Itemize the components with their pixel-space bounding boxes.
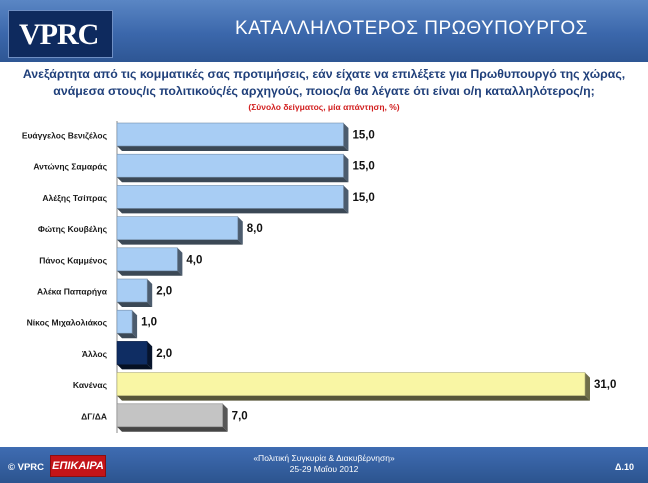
bar bbox=[116, 185, 344, 209]
bar-group: Ευάγγελος Βενιζέλος 15,0 bbox=[22, 122, 375, 151]
bar-side bbox=[343, 154, 349, 183]
bar-group: Αντώνης Σαμαράς 15,0 bbox=[33, 153, 375, 183]
bar-bottom bbox=[117, 302, 153, 307]
category-label: Αντώνης Σαμαράς bbox=[33, 162, 107, 172]
bar-bottom bbox=[117, 146, 349, 151]
footer-bar: © VPRC ΕΠΙΚΑΙΡΑ «Πολιτική Συγκυρία & Δια… bbox=[0, 447, 648, 483]
value-label: 7,0 bbox=[232, 410, 248, 422]
page-number: Δ.10 bbox=[615, 462, 634, 472]
bar-side bbox=[132, 310, 138, 339]
bar-bottom bbox=[117, 333, 138, 339]
category-label: ΔΓ/ΔΑ bbox=[81, 411, 107, 421]
category-label: Άλλος bbox=[82, 349, 108, 359]
question-line-1: Ανεξάρτητα από τις κομματικές σας προτιμ… bbox=[22, 67, 626, 81]
bar bbox=[116, 341, 148, 365]
category-label: Αλέκα Παπαρήγα bbox=[37, 287, 108, 297]
bar-side bbox=[237, 216, 243, 245]
logo-text: VPRC bbox=[19, 18, 99, 51]
value-label: 15,0 bbox=[352, 161, 374, 173]
bar-side bbox=[147, 341, 153, 370]
sample-note: (Σύνολο δείγματος, μία απάντηση, %) bbox=[248, 102, 400, 112]
bar bbox=[116, 216, 239, 240]
category-label: Ευάγγελος Βενιζέλος bbox=[22, 131, 108, 141]
bar-group: Κανένας 31,0 bbox=[73, 372, 616, 401]
bar-bottom bbox=[117, 426, 228, 432]
bar bbox=[116, 403, 223, 428]
survey-title: «Πολιτική Συγκυρία & Διακυβέρνηση» bbox=[253, 453, 395, 463]
bar bbox=[116, 122, 344, 147]
bar bbox=[116, 247, 178, 272]
header-bar: VPRC ΚΑΤΑΛΛΗΛΟΤΕΡΟΣ ΠΡΩΘΥΠΟΥΡΓΟΣ bbox=[0, 0, 648, 62]
copyright-text: © VPRC bbox=[8, 462, 45, 473]
bar bbox=[116, 153, 344, 178]
category-label: Αλέξης Τσίπρας bbox=[42, 193, 107, 203]
value-label: 1,0 bbox=[141, 317, 157, 329]
bar-bottom bbox=[117, 208, 349, 214]
bar bbox=[116, 278, 148, 303]
category-label: Κανένας bbox=[73, 380, 108, 390]
bar bbox=[116, 372, 586, 396]
value-label: 2,0 bbox=[156, 348, 172, 360]
value-label: 15,0 bbox=[352, 130, 374, 142]
bar-group: Πάνος Καμμένος 4,0 bbox=[39, 247, 202, 276]
bar-chart: Ευάγγελος Βενιζέλος 15,0 Αντώνης Σαμαράς 15… bbox=[22, 121, 616, 433]
value-label: 15,0 bbox=[352, 192, 374, 204]
bar-group: Αλέκα Παπαρήγα 2,0 bbox=[37, 278, 172, 307]
bar-side bbox=[585, 372, 590, 401]
bar-side bbox=[343, 185, 349, 214]
bar-bottom bbox=[117, 239, 243, 245]
bar-side bbox=[147, 279, 153, 307]
category-label: Φώτης Κουβέλης bbox=[38, 224, 108, 234]
survey-info: «Πολιτική Συγκυρία & Διακυβέρνηση» 25-29… bbox=[0, 453, 648, 475]
bar-bottom bbox=[117, 395, 590, 401]
bar-side bbox=[222, 403, 228, 432]
value-label: 8,0 bbox=[247, 223, 263, 235]
bar-group: ΔΓ/ΔΑ 7,0 bbox=[81, 403, 248, 432]
bar-side bbox=[177, 247, 183, 276]
question-text: Ανεξάρτητα από τις κομματικές σας προτιμ… bbox=[0, 66, 648, 100]
bar-bottom bbox=[117, 177, 349, 183]
vprc-logo: VPRC bbox=[8, 10, 113, 58]
bar-side bbox=[343, 123, 349, 151]
bar-group: Αλέξης Τσίπρας 15,0 bbox=[42, 185, 375, 214]
bar-bottom bbox=[117, 270, 183, 276]
question-line-2: ανάμεσα στους/ις πολιτικούς/ές αρχηγούς,… bbox=[53, 84, 595, 98]
bar-bottom bbox=[117, 364, 153, 370]
value-label: 31,0 bbox=[594, 379, 616, 391]
page-title: ΚΑΤΑΛΛΗΛΟΤΕΡΟΣ ΠΡΩΘΥΠΟΥΡΓΟΣ bbox=[235, 18, 588, 39]
survey-dates: 25-29 Μαΐου 2012 bbox=[289, 464, 359, 474]
category-label: Πάνος Καμμένος bbox=[39, 255, 107, 265]
value-label: 2,0 bbox=[156, 286, 172, 298]
category-label: Νίκος Μιχαλολιάκος bbox=[27, 318, 108, 328]
value-label: 4,0 bbox=[186, 254, 202, 266]
bar-group: Φώτης Κουβέλης 8,0 bbox=[38, 216, 263, 245]
bar-group: Νίκος Μιχαλολιάκος 1,0 bbox=[27, 309, 157, 339]
bar-group: Άλλος 2,0 bbox=[82, 341, 172, 370]
bar bbox=[116, 309, 133, 334]
epikaira-logo: ΕΠΙΚΑΙΡΑ bbox=[50, 455, 106, 477]
